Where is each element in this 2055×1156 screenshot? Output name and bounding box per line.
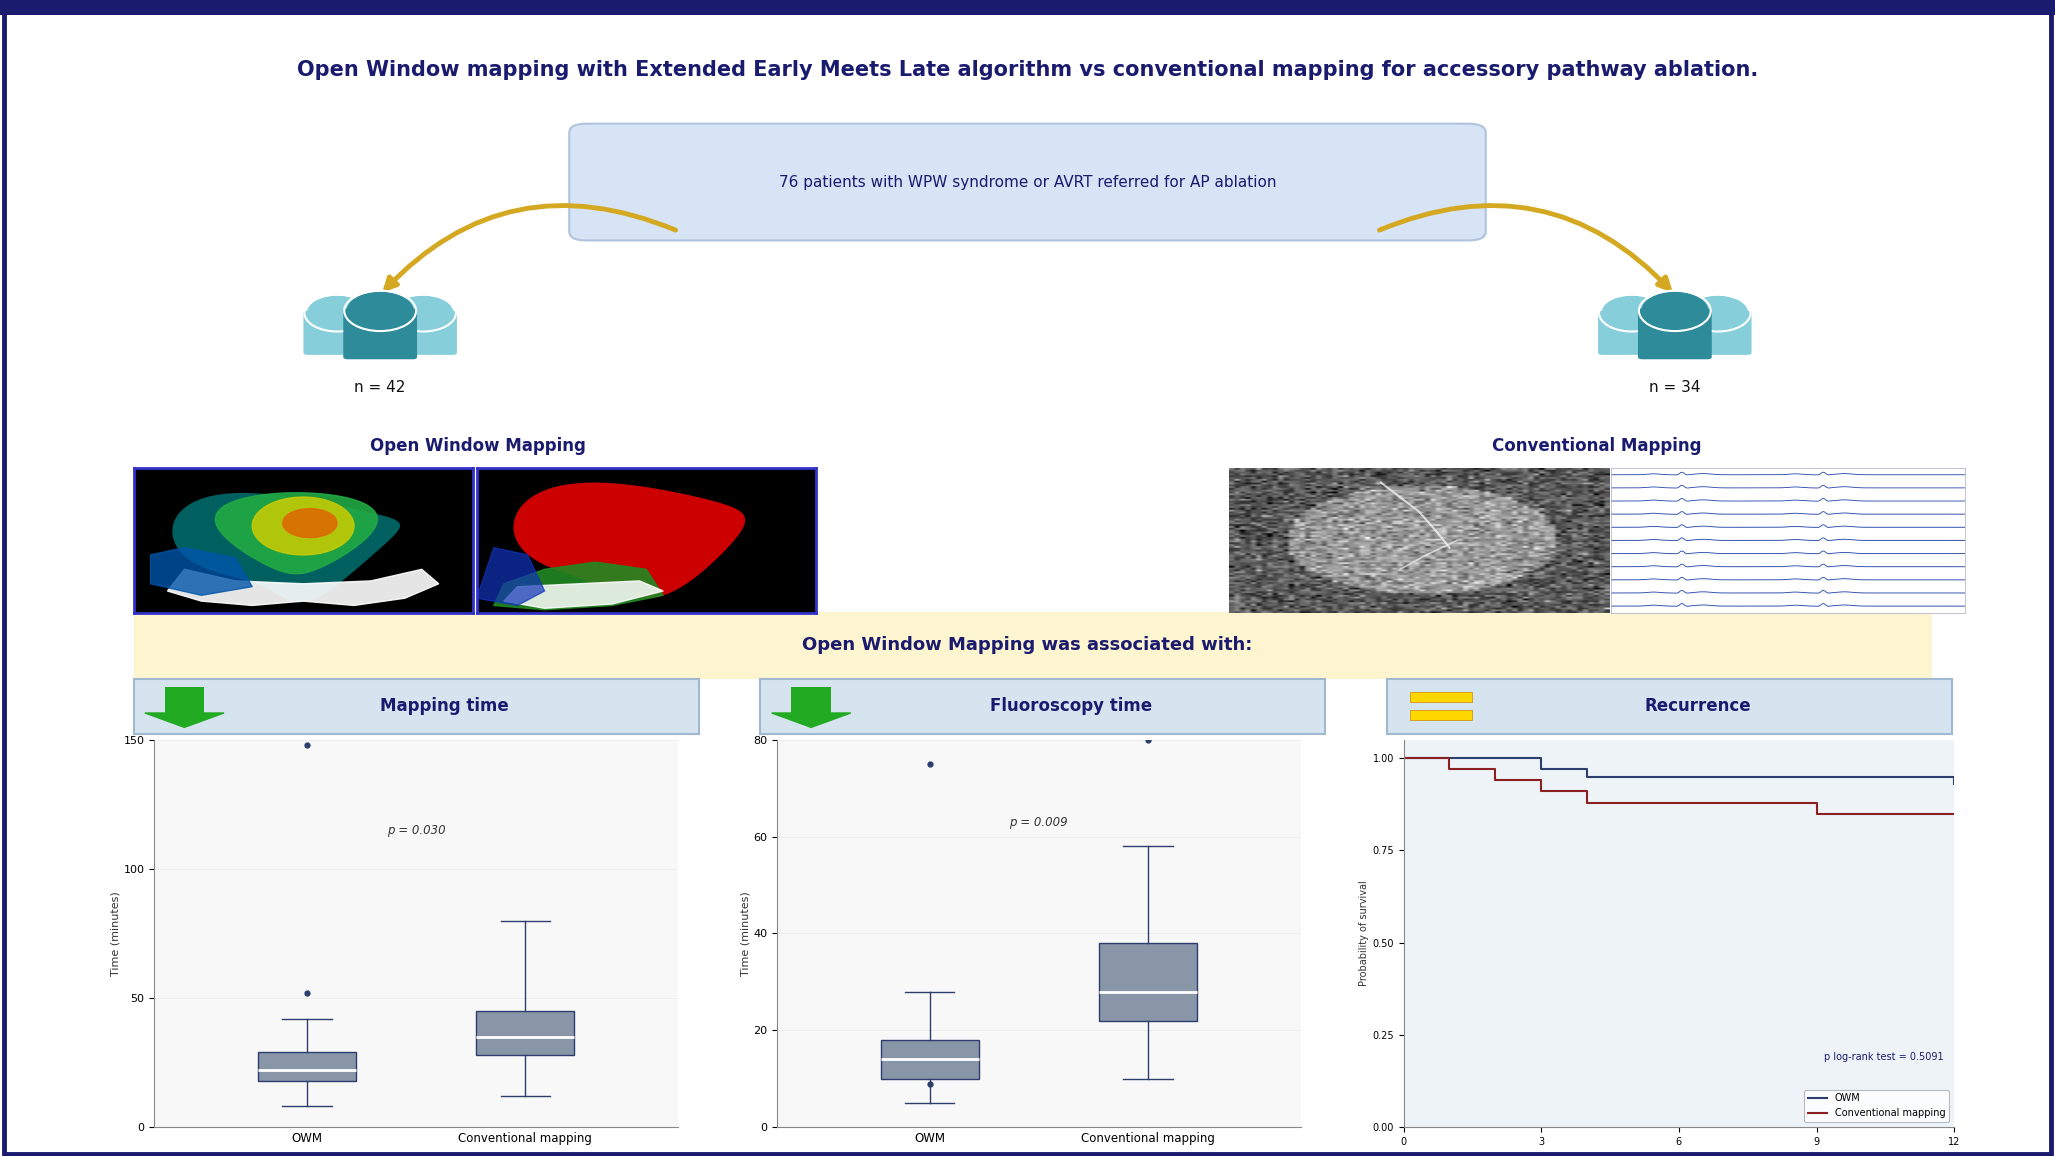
FancyBboxPatch shape — [343, 309, 417, 360]
Text: Mapping time: Mapping time — [380, 697, 510, 716]
X-axis label: Time (months): Time (months) — [1638, 1153, 1720, 1156]
FancyBboxPatch shape — [134, 612, 1932, 679]
Text: Open Window mapping with Extended Early Meets Late algorithm vs conventional map: Open Window mapping with Extended Early … — [296, 60, 1759, 81]
FancyBboxPatch shape — [304, 311, 372, 355]
Polygon shape — [146, 713, 224, 727]
Polygon shape — [284, 509, 337, 538]
PathPatch shape — [880, 1040, 978, 1079]
Polygon shape — [150, 548, 253, 595]
FancyBboxPatch shape — [791, 687, 830, 718]
Y-axis label: Time (minutes): Time (minutes) — [740, 891, 750, 976]
Polygon shape — [173, 494, 399, 601]
FancyBboxPatch shape — [388, 311, 456, 355]
Y-axis label: Time (minutes): Time (minutes) — [111, 891, 121, 976]
Circle shape — [1687, 296, 1747, 329]
FancyBboxPatch shape — [1683, 311, 1751, 355]
Circle shape — [308, 296, 368, 329]
Text: Open Window Mapping: Open Window Mapping — [370, 437, 586, 454]
PathPatch shape — [477, 1010, 575, 1054]
Polygon shape — [216, 492, 378, 573]
Bar — [0, 0, 2055, 15]
PathPatch shape — [1099, 943, 1198, 1021]
Text: Fluoroscopy time: Fluoroscopy time — [991, 697, 1153, 716]
Text: Recurrence: Recurrence — [1644, 697, 1751, 716]
Polygon shape — [514, 483, 744, 598]
Circle shape — [347, 292, 413, 329]
Text: 76 patients with WPW syndrome or AVRT referred for AP ablation: 76 patients with WPW syndrome or AVRT re… — [779, 175, 1276, 190]
Text: Conventional Mapping: Conventional Mapping — [1492, 437, 1702, 454]
Y-axis label: Probability of survival: Probability of survival — [1360, 881, 1369, 986]
PathPatch shape — [257, 1052, 356, 1081]
Legend: OWM, Conventional mapping: OWM, Conventional mapping — [1804, 1090, 1950, 1122]
Text: p = 0.009: p = 0.009 — [1009, 816, 1069, 829]
Text: p log-rank test = 0.5091: p log-rank test = 0.5091 — [1823, 1052, 1944, 1062]
Polygon shape — [169, 570, 440, 606]
FancyBboxPatch shape — [164, 687, 203, 718]
FancyBboxPatch shape — [1638, 309, 1712, 360]
Polygon shape — [493, 562, 664, 610]
Text: n = 34: n = 34 — [1648, 380, 1702, 394]
Polygon shape — [503, 581, 664, 608]
FancyBboxPatch shape — [569, 124, 1486, 240]
FancyBboxPatch shape — [1599, 311, 1667, 355]
FancyBboxPatch shape — [1410, 692, 1471, 702]
Circle shape — [1642, 292, 1708, 329]
Text: n = 42: n = 42 — [356, 380, 407, 394]
FancyBboxPatch shape — [1410, 710, 1471, 720]
Circle shape — [1603, 296, 1662, 329]
Circle shape — [393, 296, 452, 329]
Polygon shape — [253, 497, 353, 555]
Text: Open Window Mapping was associated with:: Open Window Mapping was associated with: — [801, 636, 1254, 654]
Text: p = 0.030: p = 0.030 — [386, 824, 446, 837]
Polygon shape — [773, 713, 851, 727]
Polygon shape — [477, 548, 545, 606]
